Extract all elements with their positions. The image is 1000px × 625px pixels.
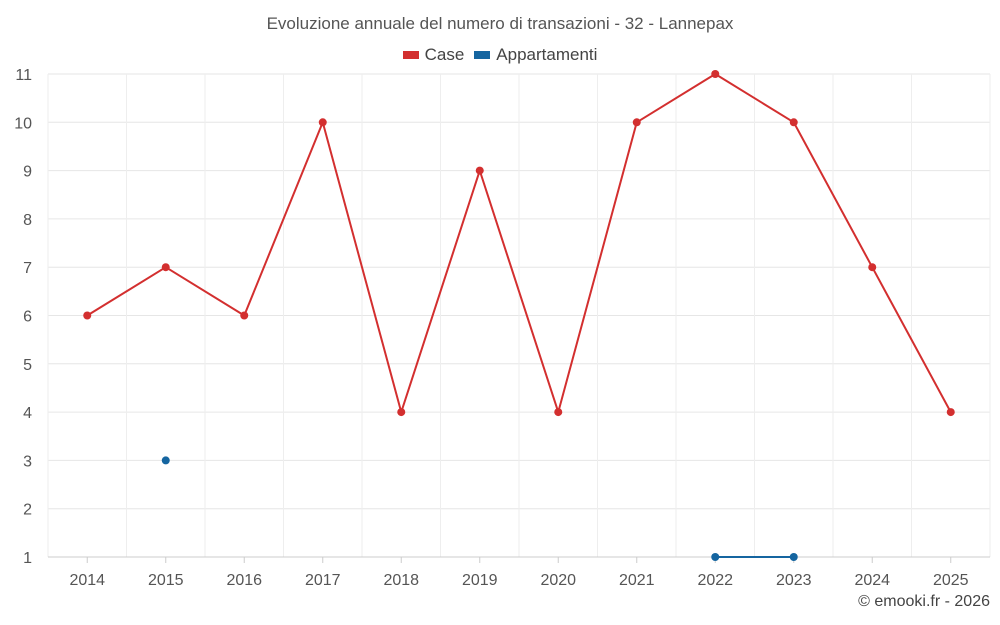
series-line-segment-case [871,266,952,414]
y-tick-label: 10 [14,115,32,132]
axis-layer: 1 2 3 4 5 6 7 8 9 10 11 2014 2015 2016 2017 2018 2019 202… [14,67,990,589]
legend: Case Appartamenti [0,45,1000,65]
data-point-case[interactable] [161,263,170,272]
data-point-case[interactable] [475,166,484,175]
x-tick-label: 2025 [933,572,969,589]
grid-layer [47,73,991,558]
series-line-segment-case [792,121,874,269]
data-point-case[interactable] [318,118,327,127]
legend-swatch-case [402,51,419,59]
series-line-segment-case [557,121,638,414]
data-point-case[interactable] [554,408,563,417]
legend-item-appartamenti[interactable]: Appartamenti [474,45,597,65]
legend-label-case: Case [424,45,465,64]
x-tick-label: 2020 [540,572,576,589]
data-point-case[interactable] [946,408,955,417]
y-tick-label: 11 [15,67,32,84]
x-tick-label: 2018 [383,572,419,589]
y-tick-label: 2 [23,502,32,519]
data-point-case[interactable] [868,263,877,272]
y-tick-label: 8 [23,212,32,229]
series-line-segment-case [164,266,246,317]
series-line-segment-case [243,121,324,317]
y-tick-label: 6 [23,309,32,326]
x-tick-label: 2023 [776,572,812,589]
legend-swatch-appartamenti [474,51,491,59]
data-point-case[interactable] [789,118,798,127]
x-tick-label: 2017 [305,572,341,589]
series-layer [83,70,955,561]
x-tick-label: 2016 [226,572,262,589]
x-tick-label: 2014 [69,572,105,589]
series-line-segment-case [400,169,481,414]
series-line-segment-case [478,169,560,414]
data-point-appartamenti[interactable] [161,456,170,465]
legend-label-appartamenti: Appartamenti [496,45,598,64]
chart-title: Evoluzione annuale del numero di transaz… [266,14,734,33]
data-point-case[interactable] [711,70,720,78]
y-tick-label: 3 [23,453,32,470]
data-point-case[interactable] [83,311,92,320]
series-line-segment-case [86,266,167,317]
x-tick-label: 2022 [697,572,733,589]
data-point-case[interactable] [632,118,641,127]
x-tick-label: 2021 [619,572,655,589]
data-point-case[interactable] [240,311,249,320]
legend-item-case[interactable]: Case [402,45,465,65]
data-point-case[interactable] [397,408,406,417]
x-tick-label: 2015 [148,572,184,589]
y-tick-label: 5 [23,357,32,374]
data-point-appartamenti[interactable] [711,553,720,561]
x-tick-label: 2019 [462,572,498,589]
data-point-appartamenti[interactable] [789,553,798,561]
series-line-segment-case [321,121,403,414]
x-tick-label: 2024 [854,572,890,589]
y-tick-label: 9 [23,164,32,181]
series-line-segment-case [635,73,717,124]
y-tick-label: 4 [23,405,32,422]
series-line-segment-case [714,73,795,124]
y-tick-label: 7 [23,260,32,277]
y-tick-label: 1 [23,550,32,567]
credit-text: © emooki.fr - 2026 [858,593,990,610]
